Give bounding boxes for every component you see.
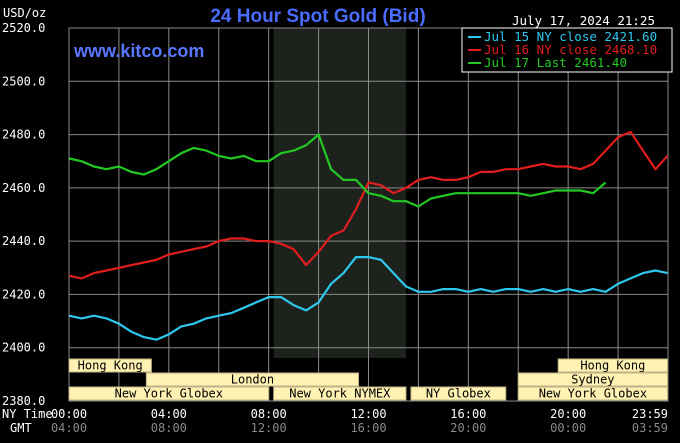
- x-tick-label-gmt: 00:00: [550, 421, 586, 435]
- y-tick-label: 2520.0: [2, 21, 45, 35]
- session-bar: [517, 372, 669, 387]
- ny-time-label: NY Time: [2, 407, 53, 421]
- watermark: www.kitco.com: [73, 41, 204, 61]
- session-bar: [68, 386, 270, 401]
- legend: Jul 15 NY close 2421.60 Jul 16 NY close …: [461, 27, 673, 73]
- x-tick-label-gmt: 03:59: [632, 421, 668, 435]
- y-tick-label: 2460.0: [2, 181, 45, 195]
- x-tick-label-ny: 08:00: [251, 407, 287, 421]
- session-label: Hong Kong: [580, 359, 645, 373]
- series-line-2: [68, 133, 607, 208]
- y-axis-unit: USD/oz: [3, 6, 46, 20]
- x-tick-label-gmt: 08:00: [151, 421, 187, 435]
- session-bar: [145, 372, 360, 387]
- session-bar: [557, 358, 669, 373]
- x-tick-label-ny: 23:59: [632, 407, 668, 421]
- legend-entry-jul16: Jul 16 NY close 2468.10: [484, 42, 657, 57]
- x-tick-label-gmt: 16:00: [350, 421, 386, 435]
- nymex-highlight-band: [273, 28, 406, 358]
- legend-entry-jul15: Jul 15 NY close 2421.60: [484, 29, 657, 44]
- x-tick-label-ny: 16:00: [450, 407, 486, 421]
- y-tick-label: 2380.0: [2, 394, 45, 408]
- series-line-0: [68, 256, 668, 341]
- y-tick-label: 2400.0: [2, 341, 45, 355]
- chart-title: 24 Hour Spot Gold (Bid): [210, 6, 425, 27]
- y-tick-label: 2420.0: [2, 287, 45, 301]
- x-tick-label-ny: 00:00: [51, 407, 87, 421]
- session-bar: [517, 386, 669, 401]
- x-tick-label-ny: 20:00: [550, 407, 586, 421]
- session-bar: [273, 386, 407, 401]
- plot-frame: [68, 27, 669, 402]
- y-tick-label: 2500.0: [2, 74, 45, 88]
- session-bar: [410, 386, 507, 401]
- session-label: NY Globex: [426, 387, 491, 401]
- series-line-1: [68, 130, 669, 280]
- session-label: New York Globex: [539, 387, 647, 401]
- date-label: July 17, 2024 21:25: [512, 13, 655, 28]
- gmt-label: GMT: [10, 421, 32, 435]
- x-tick-label-gmt: 12:00: [251, 421, 287, 435]
- x-tick-label-ny: 12:00: [350, 407, 386, 421]
- session-label: New York Globex: [115, 387, 223, 401]
- session-label: London: [231, 373, 274, 387]
- session-bar: [68, 358, 152, 373]
- y-tick-label: 2440.0: [2, 234, 45, 248]
- x-tick-label-gmt: 20:00: [450, 421, 486, 435]
- session-label: New York NYMEX: [289, 387, 391, 401]
- x-tick-label-gmt: 04:00: [51, 421, 87, 435]
- y-tick-label: 2480.0: [2, 128, 45, 142]
- session-label: Hong Kong: [78, 359, 143, 373]
- session-label: Sydney: [571, 373, 614, 387]
- x-tick-label-ny: 04:00: [151, 407, 187, 421]
- legend-entry-jul17: Jul 17 Last 2461.40: [484, 55, 627, 70]
